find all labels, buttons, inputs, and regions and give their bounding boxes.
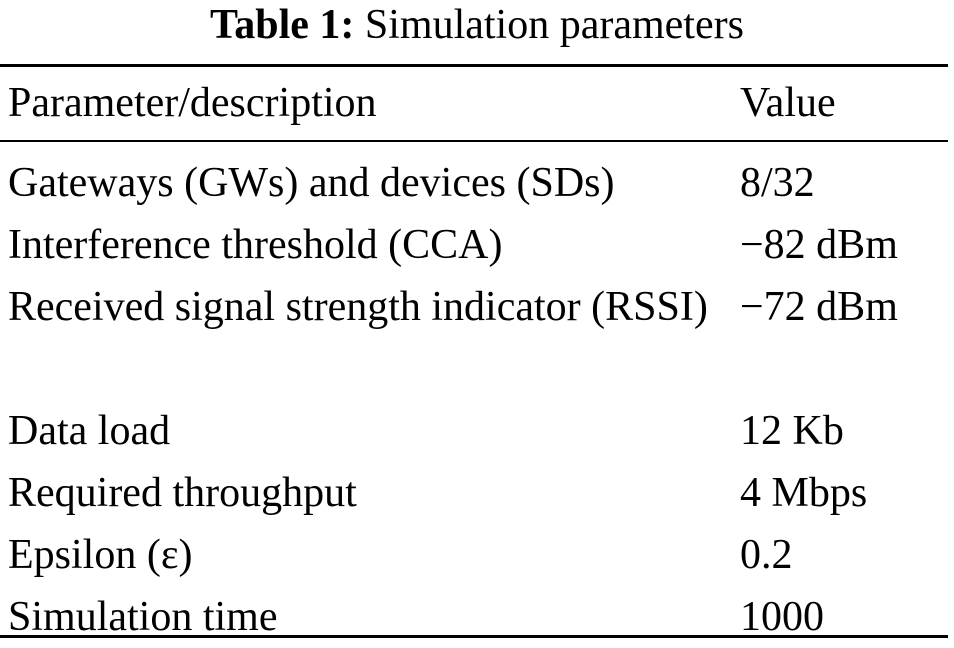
- table-top-rule: [0, 64, 948, 67]
- table-row: Simulation time 1000: [0, 586, 954, 648]
- table-row: Required throughput 4 Mbps: [0, 462, 954, 524]
- table-header-rule: [0, 140, 948, 142]
- table-bottom-rule: [0, 635, 948, 638]
- row-value: −82 dBm: [740, 222, 898, 268]
- row-parameter: Received signal strength indicator (RSSI…: [8, 284, 708, 330]
- table-row: Epsilon (ε) 0.2: [0, 524, 954, 586]
- header-value: Value: [740, 80, 836, 126]
- table-row: Received signal strength indicator (RSSI…: [0, 276, 954, 400]
- table-row: Gateways (GWs) and devices (SDs) 8/32: [0, 152, 954, 214]
- header-parameter: Parameter/description: [8, 80, 377, 126]
- row-parameter: Required throughput: [8, 470, 357, 516]
- table-body: Gateways (GWs) and devices (SDs) 8/32 In…: [0, 152, 954, 648]
- row-parameter: Data load: [8, 408, 171, 454]
- row-value: 1000: [740, 594, 824, 640]
- row-parameter: Simulation time: [8, 594, 278, 640]
- row-parameter: Interference threshold (CCA): [8, 222, 503, 268]
- table-caption-label: Table 1:: [210, 2, 355, 48]
- row-value: 8/32: [740, 160, 815, 206]
- row-value: 12 Kb: [740, 408, 844, 454]
- row-value: 0.2: [740, 532, 793, 578]
- table-row: Data load 12 Kb: [0, 400, 954, 462]
- row-parameter: Gateways (GWs) and devices (SDs): [8, 160, 615, 206]
- row-value: −72 dBm: [740, 284, 898, 330]
- row-value: 4 Mbps: [740, 470, 868, 516]
- table-caption: Table 1: Simulation parameters: [0, 0, 954, 54]
- row-parameter: Epsilon (ε): [8, 532, 193, 578]
- table-caption-title: Simulation parameters: [364, 2, 744, 48]
- table-row: Interference threshold (CCA) −82 dBm: [0, 214, 954, 276]
